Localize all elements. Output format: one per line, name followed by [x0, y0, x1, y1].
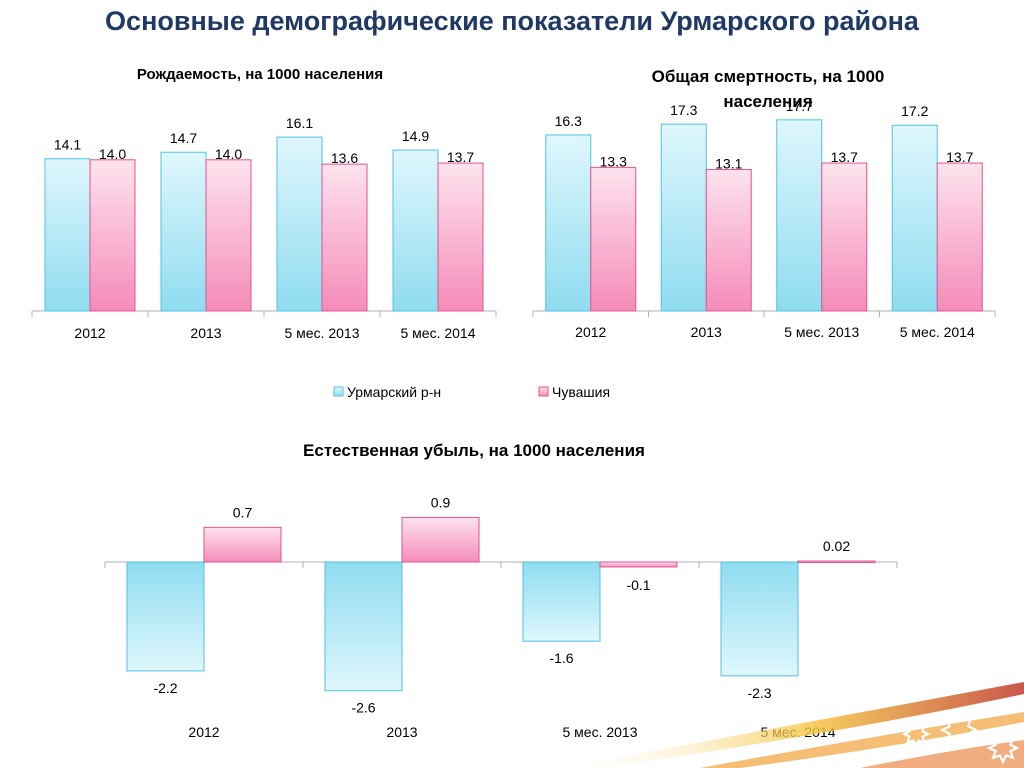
data-label: 14.7 — [170, 130, 197, 146]
bar-urmary-1 — [324, 561, 403, 692]
bar-urmary-0 — [126, 561, 205, 672]
category-label: 2013 — [190, 325, 221, 341]
decorative-stars — [901, 710, 1020, 765]
legend-swatch-urmary — [333, 386, 344, 397]
category-label: 2012 — [74, 325, 105, 341]
bar-chuvashia-1 — [401, 516, 480, 563]
data-label: 16.3 — [555, 113, 582, 129]
legend-label-urmary: Урмарский р-н — [347, 384, 441, 400]
data-label: 14.0 — [215, 146, 242, 162]
mortality-chart: Общая смертность, на 1000 населения 16.3… — [532, 67, 996, 340]
data-label: 0.02 — [823, 538, 850, 554]
bar-chuvashia-0 — [89, 159, 136, 312]
category-label: 2013 — [386, 724, 417, 740]
bar-urmary-3 — [720, 561, 799, 677]
birth-rate-chart-title: Рождаемость, на 1000 населения — [137, 66, 383, 83]
data-label: 17.2 — [901, 103, 928, 119]
bar-chuvashia-3 — [936, 162, 983, 312]
data-label: -2.3 — [747, 685, 771, 701]
bar-chuvashia-3 — [797, 560, 876, 564]
mortality-chart-title-line1: Общая смертность, на 1000 — [652, 67, 885, 86]
mortality-chart-title-line2: населения — [723, 92, 812, 111]
bar-urmary-1 — [160, 151, 207, 312]
data-label: 13.7 — [831, 149, 858, 165]
bar-chuvashia-0 — [203, 526, 282, 563]
star-icon — [939, 710, 979, 750]
data-label: 16.1 — [286, 115, 313, 131]
bar-chuvashia-0 — [590, 166, 637, 312]
data-label: 13.7 — [447, 149, 474, 165]
data-label: 17.3 — [670, 102, 697, 118]
natural-decrease-chart-title: Естественная убыль, на 1000 населения — [303, 441, 645, 460]
bar-urmary-2 — [522, 561, 601, 642]
category-label: 5 мес. 2013 — [284, 325, 359, 341]
bar-urmary-1 — [660, 123, 707, 312]
bar-chuvashia-2 — [821, 162, 868, 312]
data-label: 14.9 — [402, 128, 429, 144]
data-label: 13.3 — [600, 153, 627, 169]
legend: Урмарский р-н Чувашия — [333, 384, 610, 400]
category-label: 5 мес. 2013 — [784, 324, 859, 340]
data-label: -0.1 — [626, 577, 650, 593]
data-label: 0.7 — [233, 504, 253, 520]
bar-chuvashia-3 — [437, 162, 484, 312]
natural-decrease-chart: Естественная убыль, на 1000 населения -2… — [104, 441, 898, 740]
data-label: 14.1 — [54, 137, 81, 153]
bar-urmary-3 — [891, 124, 938, 312]
category-label: 5 мес. 2013 — [562, 724, 637, 740]
data-label: 0.9 — [431, 494, 451, 510]
bar-urmary-0 — [44, 158, 91, 312]
category-label: 5 мес. 2014 — [400, 325, 475, 341]
data-label: -2.6 — [351, 700, 375, 716]
bar-chuvashia-2 — [321, 163, 368, 312]
bar-chuvashia-2 — [599, 561, 678, 568]
star-icon — [986, 731, 1020, 765]
bar-urmary-0 — [545, 134, 592, 312]
data-label: -1.6 — [549, 650, 573, 666]
data-label: 13.7 — [946, 149, 973, 165]
slide-title: Основные демографические показатели Урма… — [105, 6, 919, 36]
category-label: 2012 — [188, 724, 219, 740]
legend-swatch-chuvashia — [538, 386, 549, 397]
birth-rate-chart: Рождаемость, на 1000 населения 14.1 14.0 1… — [31, 66, 497, 341]
data-label: -2.2 — [153, 680, 177, 696]
data-label: 14.0 — [99, 146, 126, 162]
data-label: 13.1 — [715, 156, 742, 172]
star-icon — [901, 719, 931, 749]
decorative-swoosh — [560, 682, 1024, 768]
bar-urmary-2 — [276, 136, 323, 312]
legend-label-chuvashia: Чувашия — [552, 384, 610, 400]
data-label: 13.6 — [331, 150, 358, 166]
category-label: 2012 — [575, 324, 606, 340]
data-label: 17.7 — [786, 98, 813, 114]
bar-urmary-2 — [776, 119, 823, 312]
category-label: 5 мес. 2014 — [900, 324, 975, 340]
bar-urmary-3 — [392, 149, 439, 312]
bar-chuvashia-1 — [205, 159, 252, 312]
bar-chuvashia-1 — [705, 169, 752, 312]
category-label: 2013 — [691, 324, 722, 340]
